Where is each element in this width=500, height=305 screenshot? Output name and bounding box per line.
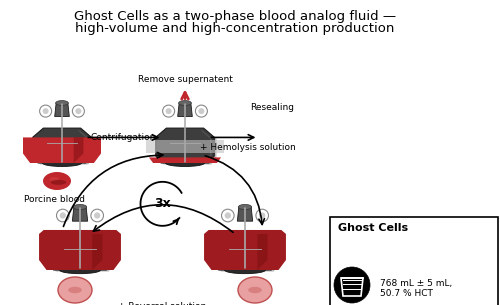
Polygon shape: [78, 131, 88, 161]
Circle shape: [198, 108, 204, 114]
Circle shape: [94, 212, 100, 219]
Polygon shape: [72, 207, 88, 221]
Polygon shape: [258, 234, 268, 270]
Text: Porcine blood: Porcine blood: [24, 195, 84, 204]
Polygon shape: [39, 230, 121, 270]
Ellipse shape: [238, 204, 252, 210]
Ellipse shape: [68, 287, 82, 293]
Text: Remove supernatent: Remove supernatent: [138, 75, 232, 84]
Ellipse shape: [345, 246, 362, 251]
Ellipse shape: [238, 277, 272, 303]
Ellipse shape: [74, 204, 86, 210]
Text: 3x: 3x: [154, 197, 171, 210]
Polygon shape: [74, 138, 84, 163]
Circle shape: [166, 108, 172, 114]
Circle shape: [196, 105, 207, 117]
Ellipse shape: [166, 160, 204, 167]
Polygon shape: [33, 128, 91, 163]
Polygon shape: [146, 140, 224, 153]
Circle shape: [40, 105, 52, 117]
Text: Centrifugation: Centrifugation: [91, 133, 156, 142]
Circle shape: [72, 105, 85, 117]
Circle shape: [222, 209, 234, 222]
Text: Ghost Cells as a two-phase blood analog fluid —: Ghost Cells as a two-phase blood analog …: [74, 10, 396, 23]
Text: Ghost Cells: Ghost Cells: [338, 223, 408, 233]
Polygon shape: [50, 233, 114, 271]
Circle shape: [76, 108, 82, 114]
Circle shape: [224, 212, 231, 219]
Polygon shape: [54, 103, 70, 117]
Ellipse shape: [248, 287, 262, 293]
Ellipse shape: [43, 172, 71, 190]
Ellipse shape: [60, 266, 100, 274]
Ellipse shape: [58, 277, 92, 303]
FancyBboxPatch shape: [330, 217, 498, 305]
Ellipse shape: [336, 237, 368, 257]
Polygon shape: [204, 230, 286, 270]
Polygon shape: [178, 103, 192, 117]
Circle shape: [42, 108, 48, 114]
Polygon shape: [213, 231, 277, 270]
Ellipse shape: [224, 266, 266, 274]
Polygon shape: [215, 233, 280, 271]
Polygon shape: [92, 234, 102, 270]
Polygon shape: [156, 128, 214, 163]
Ellipse shape: [50, 180, 66, 185]
Circle shape: [60, 212, 66, 219]
Circle shape: [56, 209, 69, 222]
Polygon shape: [149, 157, 221, 163]
Ellipse shape: [42, 160, 82, 167]
Circle shape: [259, 212, 266, 219]
Polygon shape: [35, 130, 94, 164]
Polygon shape: [23, 138, 101, 163]
Text: 768 mL ± 5 mL,
50.7 % HCT: 768 mL ± 5 mL, 50.7 % HCT: [380, 279, 452, 298]
Circle shape: [162, 105, 174, 117]
Circle shape: [256, 209, 268, 222]
Ellipse shape: [50, 177, 59, 181]
Text: + Reversal solution: + Reversal solution: [118, 302, 206, 305]
Text: + Hemolysis solution: + Hemolysis solution: [200, 143, 296, 152]
Text: Resealing: Resealing: [250, 103, 294, 113]
Ellipse shape: [56, 101, 68, 106]
Circle shape: [91, 209, 104, 222]
Text: high-volume and high-concentration production: high-volume and high-concentration produ…: [76, 22, 394, 35]
Polygon shape: [48, 231, 112, 270]
Polygon shape: [158, 130, 216, 164]
Polygon shape: [98, 234, 110, 268]
Ellipse shape: [343, 242, 354, 247]
Polygon shape: [262, 234, 274, 268]
Polygon shape: [201, 131, 211, 161]
Polygon shape: [238, 207, 252, 221]
Circle shape: [334, 267, 370, 303]
Ellipse shape: [178, 101, 192, 106]
